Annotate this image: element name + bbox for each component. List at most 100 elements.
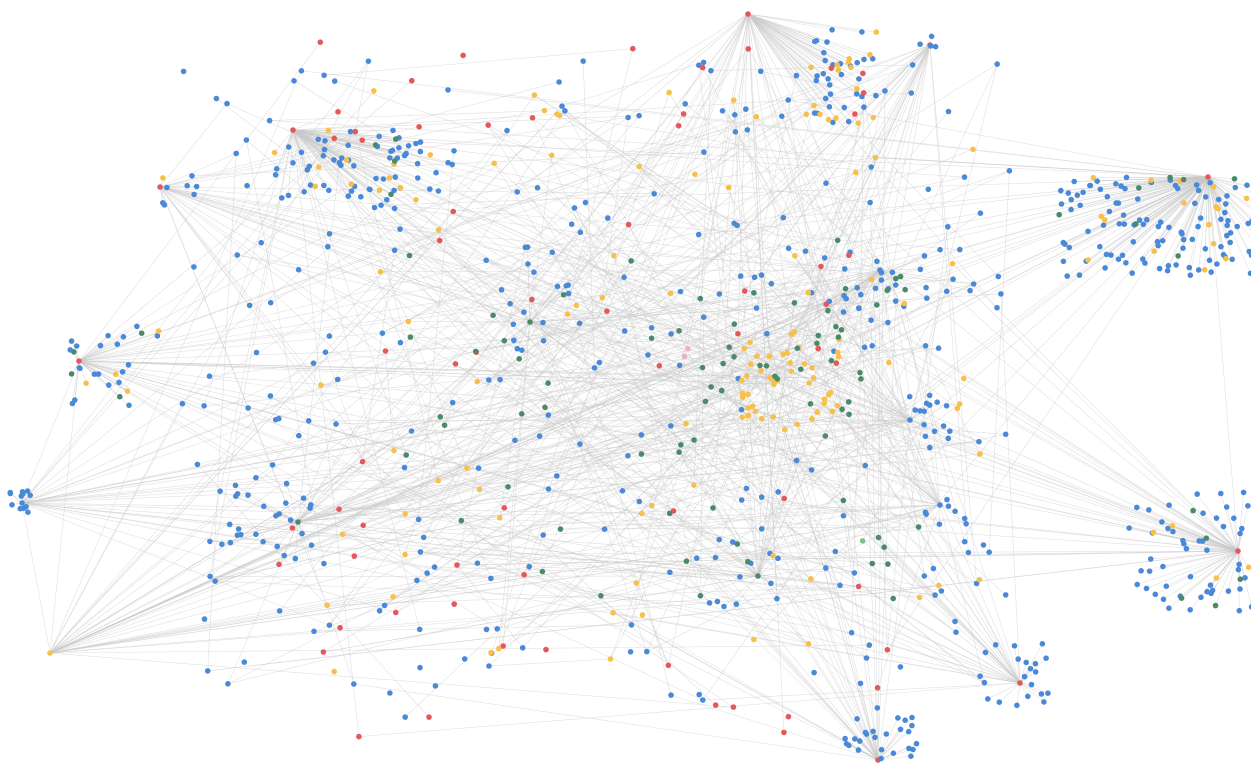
edge (21, 204, 382, 504)
edge (488, 379, 759, 577)
edge (486, 260, 749, 409)
edge (297, 232, 581, 523)
edge (909, 405, 947, 421)
node (814, 409, 820, 416)
node (691, 482, 697, 489)
edge (685, 103, 1239, 552)
node (213, 95, 220, 102)
node (337, 624, 343, 631)
node (296, 432, 302, 439)
node (381, 602, 388, 609)
node (207, 573, 213, 580)
node (648, 325, 655, 331)
node (815, 332, 822, 339)
node (857, 369, 863, 376)
node (996, 699, 1003, 705)
node (846, 252, 852, 259)
edge (78, 116, 757, 362)
node (339, 531, 346, 538)
edge (529, 321, 745, 349)
node (1200, 510, 1206, 516)
edge (215, 360, 832, 582)
node (744, 373, 750, 379)
node (813, 77, 820, 84)
node (805, 641, 812, 647)
node (924, 295, 930, 302)
node (261, 503, 267, 510)
node (1224, 222, 1230, 229)
node (1150, 529, 1157, 536)
edge (747, 13, 833, 31)
node (1246, 248, 1251, 255)
node (1167, 174, 1173, 181)
node (451, 601, 458, 607)
edge (669, 513, 878, 709)
node (902, 717, 908, 723)
node (225, 681, 231, 687)
edge (698, 65, 735, 357)
edge (568, 13, 749, 294)
edge (776, 291, 947, 599)
edge (939, 504, 941, 525)
node (345, 142, 352, 149)
node (751, 290, 757, 296)
edge (455, 363, 674, 512)
node (938, 588, 945, 594)
edge (1059, 176, 1209, 215)
node (794, 421, 800, 428)
node (266, 117, 273, 124)
node (630, 45, 636, 52)
edge (757, 329, 842, 577)
edge (1019, 682, 1048, 694)
node (435, 188, 442, 194)
node (564, 311, 571, 318)
edge (745, 109, 775, 385)
edge (285, 502, 500, 519)
node (906, 393, 913, 400)
edge (278, 321, 531, 565)
node (633, 580, 640, 586)
edge (1019, 671, 1036, 684)
node (1215, 205, 1221, 212)
node (549, 152, 555, 159)
node (862, 462, 869, 469)
node (994, 61, 1000, 67)
node (835, 349, 841, 356)
node (1138, 568, 1144, 574)
node (380, 176, 387, 182)
node (801, 361, 808, 367)
node (1192, 200, 1198, 207)
edge (1137, 550, 1239, 585)
node (771, 381, 777, 388)
node (531, 92, 538, 98)
node (928, 43, 934, 49)
node (716, 536, 722, 543)
node (1215, 196, 1222, 203)
node (500, 643, 507, 649)
node (377, 269, 384, 275)
node (845, 399, 852, 405)
node (1160, 596, 1167, 603)
node (1199, 538, 1206, 544)
node (745, 413, 751, 419)
node (474, 378, 481, 385)
node (826, 104, 833, 110)
edge (879, 269, 905, 307)
node (1198, 594, 1204, 601)
edge (292, 129, 695, 441)
node (682, 101, 688, 107)
node (253, 531, 259, 538)
node (227, 539, 234, 546)
node (840, 309, 847, 315)
node (814, 340, 820, 347)
node (965, 549, 972, 556)
node (675, 123, 682, 129)
edge (438, 405, 753, 481)
node (621, 328, 628, 334)
node (977, 210, 984, 216)
node (416, 124, 422, 130)
node (809, 365, 815, 371)
edge (159, 103, 228, 188)
node (472, 348, 479, 355)
node (937, 246, 943, 253)
